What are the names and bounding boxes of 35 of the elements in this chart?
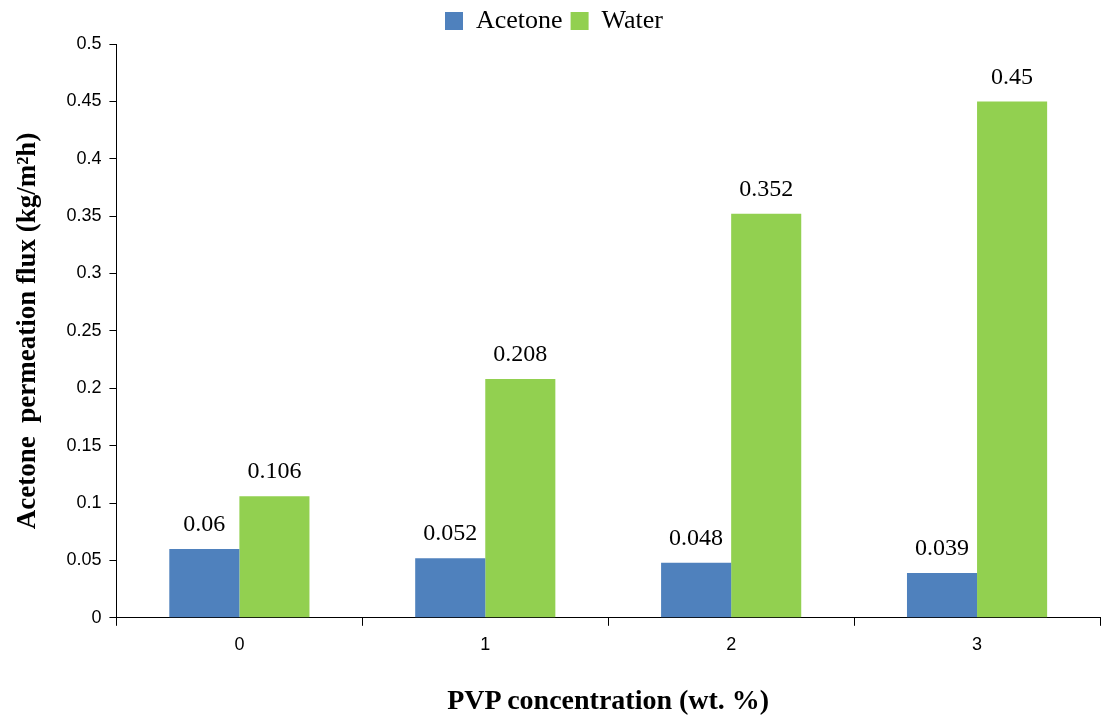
bar — [731, 213, 802, 618]
y-tick-label: 0 — [91, 606, 102, 627]
bar — [661, 562, 732, 618]
bar — [169, 548, 240, 618]
y-tick-label: 0.1 — [76, 492, 102, 513]
data-label: 0.106 — [247, 457, 302, 484]
bar — [485, 379, 556, 618]
y-tick-label: 0.5 — [76, 32, 102, 53]
x-tick-label: 2 — [726, 633, 737, 654]
legend-label: Water — [601, 4, 664, 34]
y-tick-label: 0.25 — [66, 319, 102, 340]
y-tick-label: 0.2 — [76, 377, 102, 398]
bar — [906, 573, 978, 618]
y-tick-label: 0.4 — [76, 147, 102, 168]
legend-label: Acetone — [475, 4, 563, 34]
data-label: 0.048 — [669, 524, 724, 551]
data-label: 0.208 — [493, 340, 548, 367]
bar — [415, 558, 486, 618]
y-tick-label: 0.05 — [66, 549, 102, 570]
x-tick-label: 3 — [972, 633, 983, 654]
data-label: 0.45 — [991, 62, 1034, 89]
y-tick-label: 0.3 — [76, 262, 102, 283]
x-tick-label: 0 — [234, 633, 245, 654]
y-tick-label: 0.15 — [66, 434, 102, 455]
y-tick-label: 0.35 — [66, 205, 102, 226]
data-label: 0.352 — [739, 175, 794, 202]
bar — [977, 101, 1048, 618]
x-tick-label: 1 — [480, 633, 491, 654]
bar — [239, 496, 310, 618]
data-label: 0.052 — [423, 519, 478, 546]
x-axis-title: PVP concentration (wt. %) — [447, 684, 770, 716]
y-axis-title: Acetone permeation flux (kg/m²h) — [11, 132, 42, 530]
y-tick-label: 0.45 — [66, 90, 102, 111]
data-label: 0.039 — [915, 534, 970, 561]
data-label: 0.06 — [183, 510, 226, 537]
